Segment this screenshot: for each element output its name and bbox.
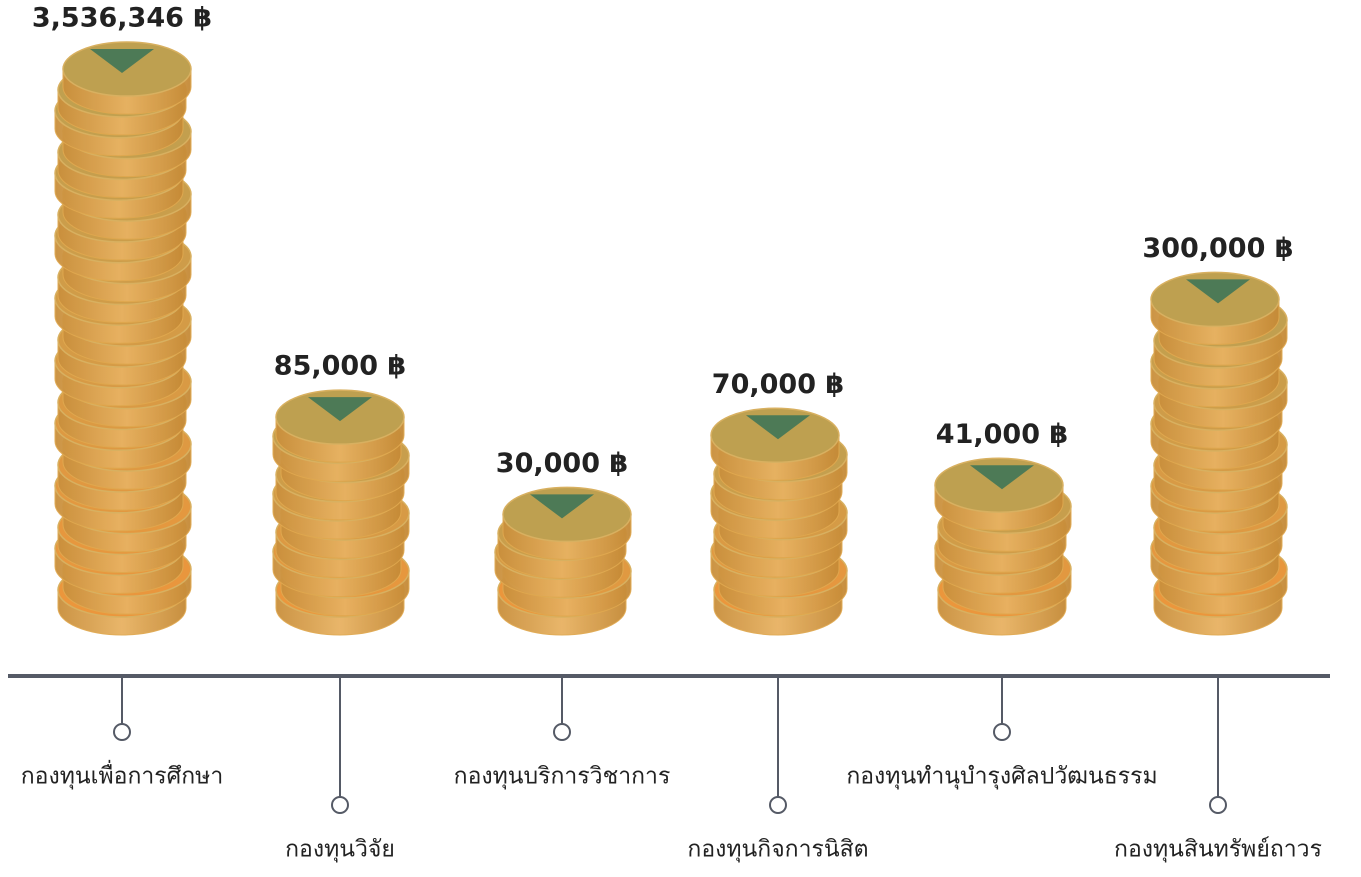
leader-dot <box>554 724 570 740</box>
leader-dot <box>994 724 1010 740</box>
leader-dot <box>332 797 348 813</box>
category-label: กองทุนเพื่อการศึกษา <box>21 760 224 790</box>
category-label: กองทุนสินทรัพย์ถาวร <box>1114 836 1322 863</box>
leader-dot <box>114 724 130 740</box>
coin-stack <box>1151 272 1287 635</box>
value-label: 41,000 ฿ <box>936 419 1068 450</box>
value-label: 70,000 ฿ <box>712 369 844 400</box>
leader-dot <box>770 797 786 813</box>
value-label: 3,536,346 ฿ <box>32 3 212 34</box>
category-label: กองทุนวิจัย <box>285 837 395 863</box>
coin-stack <box>711 408 847 635</box>
value-label: 30,000 ฿ <box>496 448 628 479</box>
coin-stack <box>55 42 191 635</box>
value-label: 85,000 ฿ <box>274 351 406 382</box>
category-label: กองทุนบริการวิชาการ <box>454 764 671 790</box>
category-label: กองทุนทำนุบำรุงศิลปวัฒนธรรม <box>846 764 1157 790</box>
coin-stack <box>273 390 409 635</box>
leader-dot <box>1210 797 1226 813</box>
category-label: กองทุนกิจการนิสิต <box>687 837 868 863</box>
value-label: 300,000 ฿ <box>1142 233 1293 264</box>
chart: 3,536,346 ฿กองทุนเพื่อการศึกษา 85,000 ฿กอ… <box>0 0 1361 877</box>
